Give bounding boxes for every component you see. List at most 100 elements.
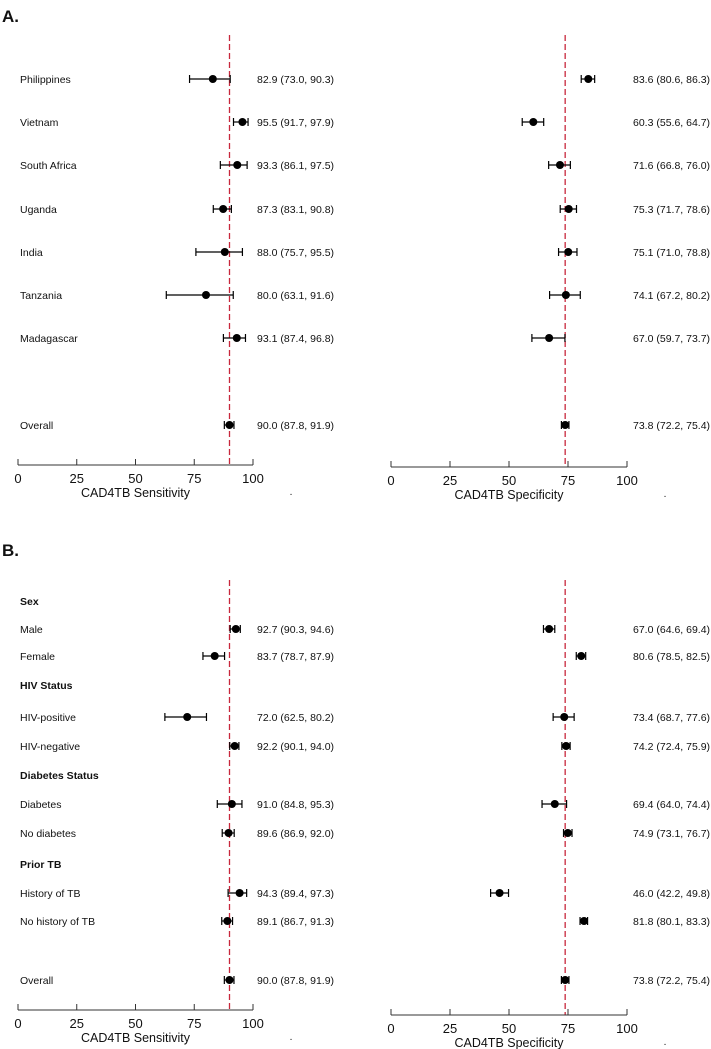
estimate-label: 72.0 (62.5, 80.2) — [257, 712, 334, 724]
estimate-label: 74.9 (73.1, 76.7) — [633, 828, 710, 840]
tick-label: 75 — [561, 473, 575, 488]
tick-label: 25 — [70, 1016, 84, 1031]
row-label: Madagascar — [20, 333, 78, 345]
estimate-label: 67.0 (64.6, 69.4) — [633, 624, 710, 636]
point-estimate — [238, 118, 247, 126]
panel-title: B. — [2, 541, 19, 560]
estimate-label: 90.0 (87.8, 91.9) — [257, 420, 334, 432]
tick-label: 100 — [242, 471, 264, 486]
tick-label: 100 — [616, 473, 638, 488]
estimate-label: 87.3 (83.1, 90.8) — [257, 204, 334, 216]
estimate-label: 89.6 (86.9, 92.0) — [257, 828, 334, 840]
panel-title: A. — [2, 7, 19, 26]
row-label: No diabetes — [20, 828, 76, 840]
point-estimate — [225, 976, 234, 984]
estimate-label: 81.8 (80.1, 83.3) — [633, 916, 710, 928]
group-header: HIV Status — [20, 680, 73, 692]
tick-label: 50 — [128, 471, 142, 486]
tick-label: 50 — [128, 1016, 142, 1031]
x-axis-label: CAD4TB Specificity — [454, 488, 564, 502]
group-header: Prior TB — [20, 859, 62, 871]
tick-label: 0 — [14, 1016, 21, 1031]
x-axis-label: CAD4TB Sensitivity — [81, 1031, 191, 1045]
row-label: History of TB — [20, 888, 81, 900]
tick-label: 100 — [616, 1021, 638, 1036]
estimate-label: 60.3 (55.6, 64.7) — [633, 117, 710, 129]
point-estimate — [227, 800, 236, 808]
point-estimate — [208, 75, 217, 83]
point-estimate — [564, 205, 573, 213]
point-estimate — [561, 421, 570, 429]
estimate-label: 83.7 (78.7, 87.9) — [257, 651, 334, 663]
estimate-label: 74.2 (72.4, 75.9) — [633, 741, 710, 753]
point-estimate — [545, 625, 554, 633]
point-estimate — [577, 652, 586, 660]
tick-label: 50 — [502, 1021, 516, 1036]
point-estimate — [219, 205, 228, 213]
estimate-label: 89.1 (86.7, 91.3) — [257, 916, 334, 928]
estimate-label: 80.6 (78.5, 82.5) — [633, 651, 710, 663]
estimate-label: 88.0 (75.7, 95.5) — [257, 247, 334, 259]
point-estimate — [220, 248, 229, 256]
point-estimate — [225, 421, 234, 429]
row-label: Diabetes — [20, 799, 61, 811]
row-label: Uganda — [20, 204, 57, 216]
point-estimate — [495, 889, 504, 897]
dot-mark: . — [664, 489, 667, 500]
estimate-label: 91.0 (84.8, 95.3) — [257, 799, 334, 811]
point-estimate — [563, 829, 572, 837]
x-axis-label: CAD4TB Specificity — [454, 1036, 564, 1049]
point-estimate — [529, 118, 538, 126]
point-estimate — [183, 713, 192, 721]
estimate-label: 69.4 (64.0, 74.4) — [633, 799, 710, 811]
point-estimate — [231, 625, 240, 633]
row-label: HIV-negative — [20, 741, 80, 753]
point-estimate — [233, 161, 242, 169]
point-estimate — [555, 161, 564, 169]
point-estimate — [232, 334, 241, 342]
tick-label: 25 — [443, 1021, 457, 1036]
group-header: Diabetes Status — [20, 770, 99, 782]
dot-mark: . — [290, 1032, 293, 1043]
estimate-label: 71.6 (66.8, 76.0) — [633, 160, 710, 172]
point-estimate — [210, 652, 219, 660]
point-estimate — [584, 75, 593, 83]
estimate-label: 75.1 (71.0, 78.8) — [633, 247, 710, 259]
point-estimate — [202, 291, 210, 299]
tick-label: 50 — [502, 473, 516, 488]
tick-label: 0 — [387, 1021, 394, 1036]
row-label: Overall — [20, 420, 53, 432]
row-label: Tanzania — [20, 290, 62, 302]
point-estimate — [560, 713, 569, 721]
estimate-label: 90.0 (87.8, 91.9) — [257, 975, 334, 987]
estimate-label: 93.3 (86.1, 97.5) — [257, 160, 334, 172]
tick-label: 0 — [387, 473, 394, 488]
tick-label: 75 — [561, 1021, 575, 1036]
point-estimate — [561, 291, 570, 299]
point-estimate — [562, 742, 571, 750]
estimate-label: 93.1 (87.4, 96.8) — [257, 333, 334, 345]
row-label: Male — [20, 624, 43, 636]
dot-mark: . — [664, 1037, 667, 1048]
row-label: Female — [20, 651, 55, 663]
row-label: India — [20, 247, 43, 259]
row-label: No history of TB — [20, 916, 95, 928]
estimate-label: 80.0 (63.1, 91.6) — [257, 290, 334, 302]
estimate-label: 92.7 (90.3, 94.6) — [257, 624, 334, 636]
point-estimate — [580, 917, 589, 925]
estimate-label: 74.1 (67.2, 80.2) — [633, 290, 710, 302]
group-header: Sex — [20, 596, 39, 608]
dot-mark: . — [290, 487, 293, 498]
estimate-label: 73.8 (72.2, 75.4) — [633, 420, 710, 432]
point-estimate — [224, 829, 233, 837]
row-label: Overall — [20, 975, 53, 987]
estimate-label: 73.8 (72.2, 75.4) — [633, 975, 710, 987]
point-estimate — [561, 976, 570, 984]
row-label: HIV-positive — [20, 712, 76, 724]
point-estimate — [235, 889, 244, 897]
tick-label: 0 — [14, 471, 21, 486]
estimate-label: 94.3 (89.4, 97.3) — [257, 888, 334, 900]
estimate-label: 82.9 (73.0, 90.3) — [257, 74, 334, 86]
estimate-label: 73.4 (68.7, 77.6) — [633, 712, 710, 724]
